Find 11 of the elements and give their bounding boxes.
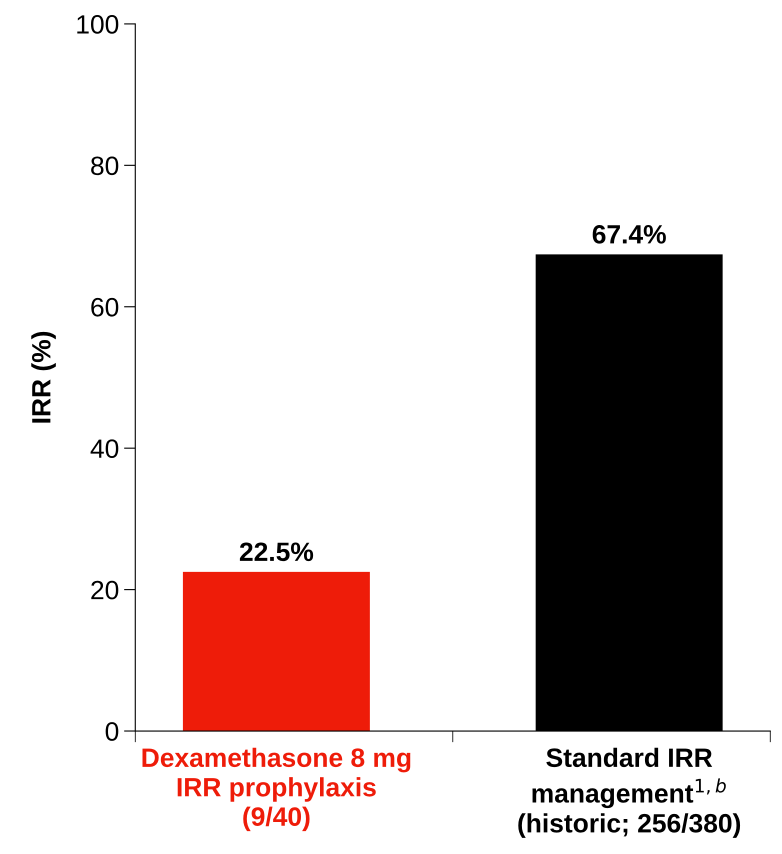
y-tick-label: 40 bbox=[90, 439, 118, 458]
data-label: 22.5% bbox=[240, 542, 314, 562]
y-axis-title: IRR (%) bbox=[31, 332, 56, 423]
x-tick-label: Dexamethasone 8 mg IRR prophylaxis (9/40) bbox=[142, 748, 410, 832]
y-tick-label: 0 bbox=[106, 722, 118, 741]
y-tick-label: 80 bbox=[91, 156, 118, 176]
x-tick-label: Standard IRR management$^{1,b}$ (historic; 256/380) bbox=[518, 748, 740, 838]
data-label: 67.4% bbox=[592, 224, 666, 244]
y-tick-label: 20 bbox=[91, 580, 118, 600]
y-tick-label: 60 bbox=[91, 298, 118, 317]
y-tick-label: 100 bbox=[77, 15, 118, 34]
